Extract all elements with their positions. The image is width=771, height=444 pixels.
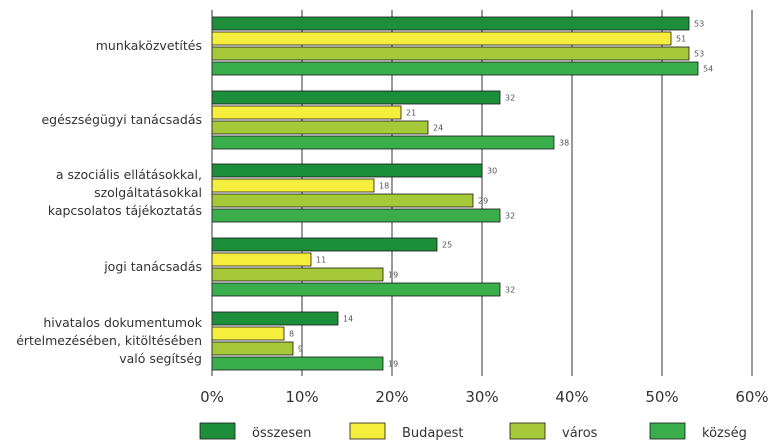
bar [211,326,285,341]
bar-value-label: 14 [343,315,353,324]
bar [211,90,501,105]
legend-swatch [649,422,686,440]
bar-value-label: 11 [316,256,326,265]
legend-swatch [349,422,386,440]
category-label: munkaközvetítés [96,38,202,53]
category-label: kapcsolatos tájékoztatás [48,203,202,218]
category-label: jogi tanácsadás [103,259,202,274]
category-labels: munkaközvetítés egészségügyi tanácsadás a … [16,38,203,366]
bar [211,311,339,326]
category-label: hivatalos dokumentumok [43,315,202,330]
x-tick-label: 60% [735,388,768,406]
legend-swatch [509,422,546,440]
legend-swatch [199,422,236,440]
bar-value-label: 24 [433,124,443,133]
category-label: a szociális ellátásokkal, [56,167,202,182]
bar [211,178,375,193]
bar-value-label: 53 [694,20,704,29]
legend: összesen Budapest város község [199,422,747,441]
bar [211,341,294,356]
bar [211,135,555,150]
bar [211,267,384,282]
x-tick-label: 0% [200,388,224,406]
bar [211,31,672,46]
bar-value-label: 54 [703,65,713,74]
bar [211,163,483,178]
bar-value-label: 32 [505,212,515,221]
bar-value-label: 18 [379,182,389,191]
x-tick-label: 40% [555,388,588,406]
bar-value-label: 19 [388,271,398,280]
category-label: egészségügyi tanácsadás [41,112,202,127]
category-label: való segítség [119,351,202,366]
x-tick-label: 50% [645,388,678,406]
category-label: szolgáltatásokkal [94,185,202,200]
x-tick-label: 10% [285,388,318,406]
x-tick-labels: 0% 10% 20% 30% 40% 50% 60% [200,388,769,406]
bar [211,282,501,297]
bar [211,16,690,31]
legend-label: Budapest [402,426,464,441]
bar [211,120,429,135]
x-tick-label: 30% [465,388,498,406]
category-label: értelmezésében, kitöltésében [16,333,202,348]
legend-label: összesen [252,426,311,441]
bar [211,208,501,223]
bar-value-label: 9 [298,345,303,354]
bar [211,356,384,371]
bar-value-label: 30 [487,167,497,176]
bar-value-label: 53 [694,50,704,59]
bar [211,46,690,61]
bar-value-label: 8 [289,330,294,339]
bar-value-label: 21 [406,109,416,118]
bar [211,252,312,267]
bar-value-label: 19 [388,360,398,369]
bar-value-label: 51 [676,35,686,44]
bar-value-label: 38 [559,139,569,148]
legend-label: város [562,426,598,441]
bar-value-label: 32 [505,286,515,295]
bar-value-label: 32 [505,94,515,103]
bar [211,193,474,208]
bars: 53 51 53 54 32 21 24 38 30 18 29 32 25 11 19 32 14 89 19 [211,16,713,371]
bar-value-label: 29 [478,197,488,206]
bar-value-label: 25 [442,241,452,250]
legend-label: község [702,426,747,441]
bar [211,61,699,76]
bar [211,105,402,120]
bar [211,237,438,252]
x-tick-label: 20% [375,388,408,406]
